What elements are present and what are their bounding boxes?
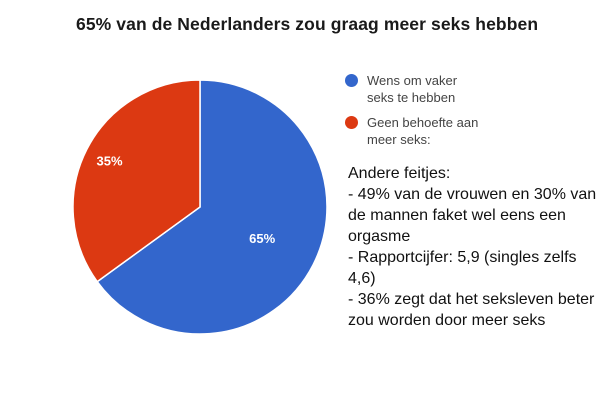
fact-item: - 36% zegt dat het seksleven beter zou w… [348,291,595,329]
pie-slice-0[interactable] [96,79,328,335]
facts-text: Andere feitjes: - 49% van de vrouwen en … [348,163,600,331]
pie-chart: 65% 35% [72,79,328,335]
pie-slice-label-0: 65% [249,231,275,246]
fact-item: - 49% van de vrouwen en 30% van de manne… [348,186,597,245]
pie-slice-1[interactable] [72,79,201,283]
legend-swatch-blue-icon [345,74,358,87]
pie-slice-label-1: 35% [96,153,122,168]
legend: Wens om vaker seks te hebben Geen behoef… [345,72,478,156]
legend-label: Wens om vaker seks te hebben [367,73,458,105]
legend-swatch-red-icon [345,116,358,129]
facts-heading: Andere feitjes: [348,165,451,182]
legend-label: Geen behoefte aan meer seks: [367,115,479,147]
legend-item-wens-om-vaker[interactable]: Wens om vaker seks te hebben [345,72,478,106]
fact-item: - Rapportcijfer: 5,9 (singles zelfs 4,6) [348,249,577,287]
chart-title: 65% van de Nederlanders zou graag meer s… [76,14,539,34]
legend-item-geen-behoefte[interactable]: Geen behoefte aan meer seks: [345,114,478,148]
